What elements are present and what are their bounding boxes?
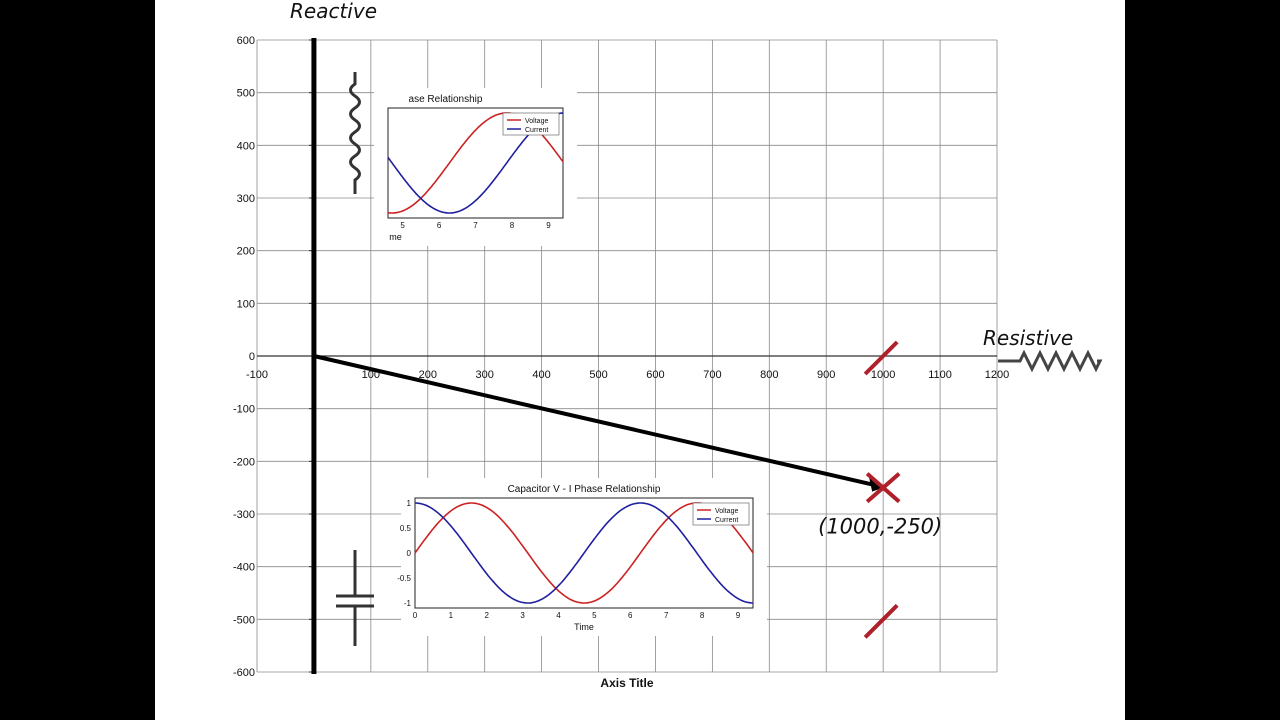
slide: 600 500 400 300 200 100 0 -100 -200 -300 -400 -500-…	[155, 0, 1125, 720]
y-tick-label: 400	[237, 140, 255, 152]
y-tick-label: -600	[233, 667, 255, 679]
legend-entry: Voltage	[715, 508, 738, 515]
inductor-icon	[349, 72, 361, 194]
x-tick-label: 900	[817, 369, 835, 381]
legend-entry: Current	[715, 517, 738, 524]
inset-x-tick-label: 5	[400, 221, 405, 230]
inset-y-tick-label: 0	[407, 549, 412, 558]
reactive-label: Reactive	[290, 0, 377, 23]
x-tick-label: 500	[589, 369, 607, 381]
x-tick-label: 700	[703, 369, 721, 381]
marker-stroke	[865, 472, 901, 504]
inset-x-axis-label: me	[389, 232, 402, 242]
inset-x-tick-label: 1	[449, 611, 454, 620]
y-tick-label: -300	[233, 509, 255, 521]
inset-x-tick-label: 4	[556, 611, 561, 620]
y-tick-label: 300	[237, 193, 255, 205]
inset-y-tick-label: 0.5	[400, 524, 412, 533]
inset-x-tick-label: 7	[664, 611, 669, 620]
inset-x-tick-label: 2	[485, 611, 490, 620]
inset-x-tick-label: 8	[700, 611, 705, 620]
inset-x-tick-label: 9	[736, 611, 741, 620]
impedance-vector	[313, 354, 874, 487]
inset-x-tick-label: 7	[473, 221, 478, 230]
x-tick-label: 1000	[871, 369, 895, 381]
resistor-icon	[998, 349, 1103, 373]
y-tick-label: 500	[237, 88, 255, 100]
x-tick-label: 800	[760, 369, 778, 381]
y-tick-label: -100	[233, 404, 255, 416]
impedance-chart: 6005004003002001000-100-200-300-400-500-…	[233, 0, 1103, 690]
capacitor-icon	[336, 550, 374, 646]
inset-legend: Voltage Current	[692, 502, 750, 526]
inset-x-tick-label: 8	[510, 221, 515, 230]
y-tick-label: 100	[237, 298, 255, 310]
inset-x-tick-label: 3	[520, 611, 525, 620]
inset-x-tick-label: 9	[546, 221, 551, 230]
inset-x-tick-label: 6	[628, 611, 633, 620]
x-tick-label: 300	[476, 369, 494, 381]
inset-x-tick-label: 0	[413, 611, 418, 620]
red-slash-mark	[863, 603, 899, 639]
series-line-current	[415, 502, 753, 604]
y-tick-label: -400	[233, 562, 255, 574]
inset-title: ase Relationship	[409, 94, 483, 105]
y-tick-label: 0	[249, 351, 255, 363]
y-tick-label: 200	[237, 246, 255, 258]
inductor-inset-chart: ase Relationship 5 6 7 8 9 me Voltage Current	[374, 88, 577, 246]
x-tick-label: 400	[532, 369, 550, 381]
red-slash-mark	[863, 340, 899, 376]
x-tick-label: 200	[419, 369, 437, 381]
inset-title: Capacitor V - I Phase Relationship	[508, 484, 661, 495]
inset-y-tick-label: 1	[407, 499, 412, 508]
y-tick-label: 600	[237, 35, 255, 47]
x-tick-label: 1200	[985, 369, 1009, 381]
x-tick-label: 1100	[928, 369, 952, 381]
inset-y-tick-label: -1	[404, 599, 412, 608]
resistive-label: Resistive	[983, 326, 1073, 350]
legend-entry: Voltage	[525, 118, 548, 125]
inset-x-axis-label: Time	[574, 622, 594, 632]
inset-x-tick-label: 6	[437, 221, 442, 230]
legend-entry: Current	[525, 127, 548, 134]
y-tick-label: -500	[233, 614, 255, 626]
capacitor-inset-chart: Capacitor V - I Phase Relationship 0 1 2 3 4 5…	[397, 478, 767, 636]
inset-legend: Voltage Current	[502, 112, 560, 136]
x-tick-label: -100	[246, 369, 268, 381]
x-tick-label: 600	[646, 369, 664, 381]
inset-x-tick-label: 5	[592, 611, 597, 620]
x-axis-title: Axis Title	[600, 676, 653, 690]
y-tick-label: -200	[233, 456, 255, 468]
point-label: (1000,-250)	[818, 515, 942, 539]
point-marker	[865, 472, 901, 504]
inset-y-tick-label: -0.5	[397, 574, 411, 583]
